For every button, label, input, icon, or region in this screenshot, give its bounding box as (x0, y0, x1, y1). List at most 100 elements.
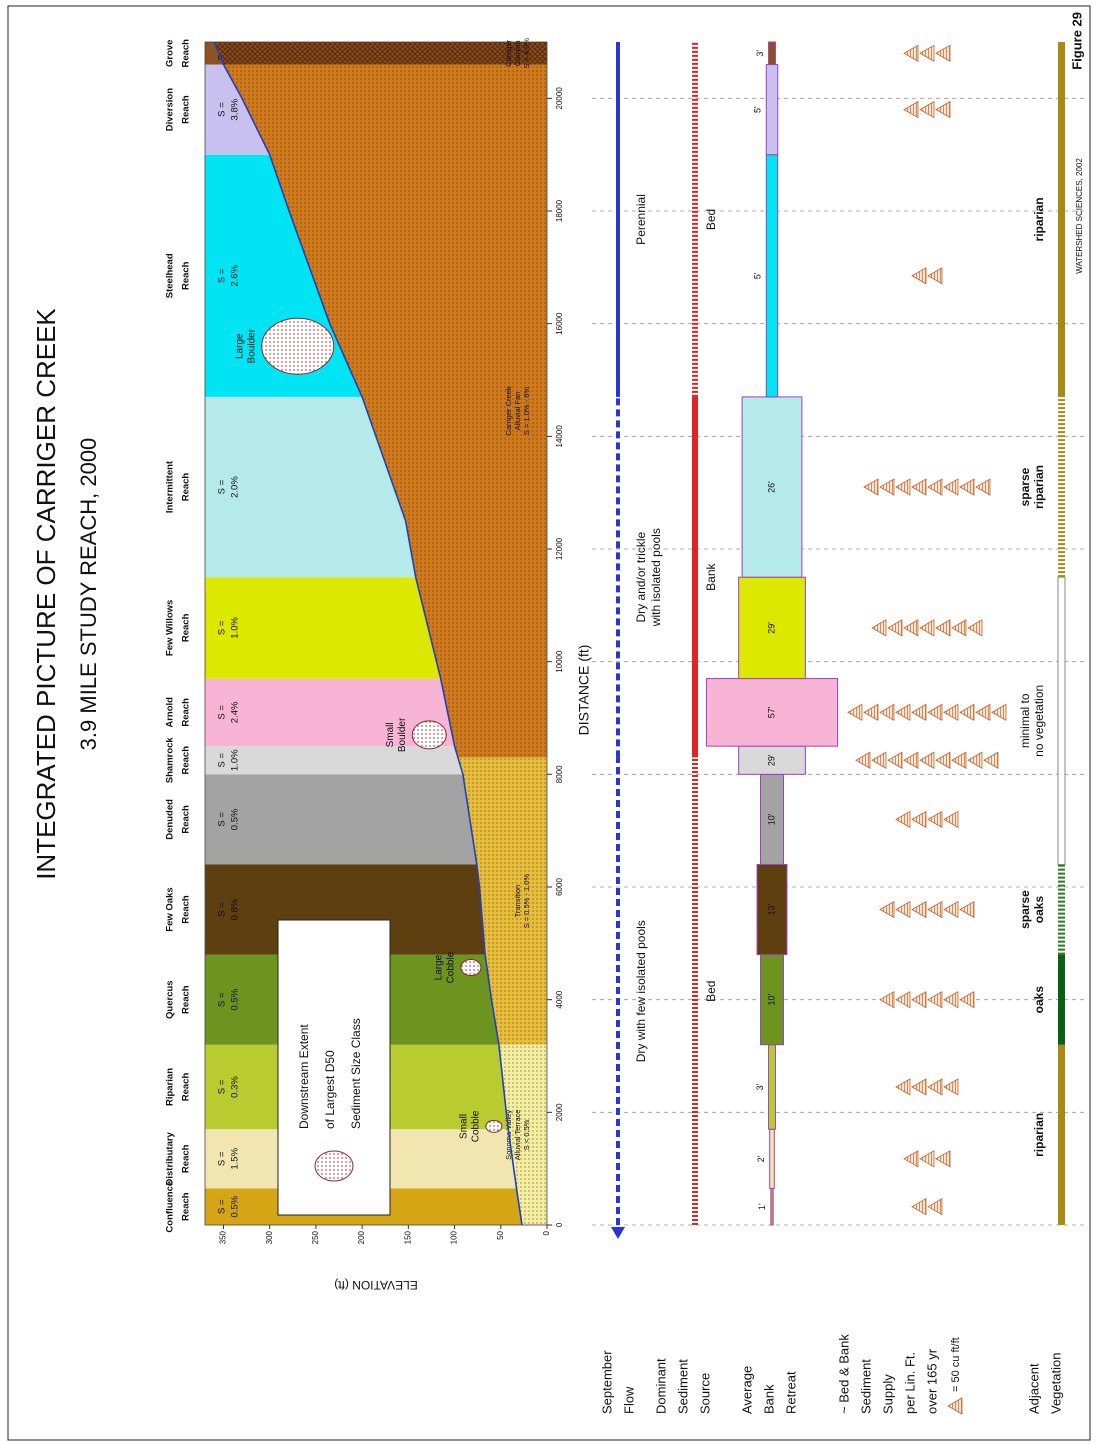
bank-retreat-label: 5' (753, 106, 763, 113)
supply-triangle (911, 703, 927, 722)
supply-triangle (847, 703, 863, 722)
reach-slope: S = (217, 753, 228, 768)
supply-triangle (903, 751, 919, 769)
reach-band (205, 42, 224, 65)
supply-triangle (911, 478, 927, 496)
reach-slope: 0.5% (230, 1195, 241, 1217)
size-class-label: Boulder (397, 717, 408, 752)
size-class-marker (460, 959, 482, 977)
source-label: Bank (704, 562, 718, 590)
x-tick-label: 14000 (555, 425, 564, 448)
supply-triangle (943, 810, 959, 829)
y-tick-label: 250 (311, 1230, 320, 1244)
bank-retreat-label: 1' (757, 1203, 767, 1210)
reach-name: Riparian (165, 1068, 176, 1106)
reach-name: Diversion (165, 88, 176, 131)
x-tick-label: 2000 (555, 1103, 564, 1121)
bank-retreat-bar (765, 154, 779, 398)
sediment-supply-group (847, 703, 1007, 722)
vegetation-label: sparse (1018, 890, 1032, 929)
reach-slope: 1.0% (230, 749, 241, 771)
geology-label: S = 1.0% - 6% (522, 387, 531, 435)
title: INTEGRATED PICTURE OF CARRIGER CREEK (31, 308, 61, 880)
frame (7, 5, 1091, 1441)
y-tick-label: 200 (357, 1230, 366, 1244)
geology-texture (457, 757, 547, 1045)
y-tick-label: 300 (265, 1230, 274, 1244)
row-label: Sediment (858, 1359, 873, 1414)
reach-slope: 0.3% (230, 1076, 241, 1098)
reach-slope: S = (217, 268, 228, 283)
supply-triangle (911, 1198, 927, 1216)
reach-slope: 0.8% (230, 898, 241, 920)
geology-label: Carriger (504, 39, 513, 67)
size-class-label: Cobble (446, 951, 457, 983)
sediment-supply-group (903, 1150, 951, 1168)
size-legend-text: Downstream Extent (297, 1024, 311, 1129)
vegetation-label: oaks (1032, 986, 1046, 1014)
supply-triangle (943, 990, 959, 1009)
x-tick-label: 6000 (555, 878, 564, 896)
profile-line (213, 41, 523, 1226)
reach-name: Intermittent (165, 460, 176, 513)
geology-label: Carriger Creek (504, 386, 513, 435)
supply-triangle (943, 900, 959, 919)
supply-triangle (871, 751, 887, 769)
supply-legend-symbol (947, 1397, 963, 1415)
supply-triangle (879, 478, 895, 496)
supply-triangle (911, 1078, 927, 1096)
supply-triangle (927, 810, 943, 829)
supply-triangle (855, 751, 871, 769)
reach-name: Arnold (165, 697, 176, 728)
bank-retreat-label: 5' (753, 272, 763, 279)
supply-triangle (959, 703, 975, 722)
sediment-supply-group (911, 1198, 943, 1216)
supply-triangle (919, 100, 935, 119)
supply-triangle (935, 44, 951, 62)
reach-name: Confluence (165, 1181, 176, 1233)
supply-triangle (879, 990, 895, 1009)
geology-label: S > 4.0% (522, 38, 531, 69)
supply-triangle (943, 478, 959, 496)
geology-label: Alluvial Fan (513, 392, 522, 431)
reach-name: Reach (181, 95, 192, 124)
reach-name: Reach (181, 746, 192, 775)
reach-name: Denuded (165, 799, 176, 840)
reach-name: Reach (181, 985, 192, 1014)
reach-name: Reach (181, 698, 192, 727)
supply-triangle (951, 751, 967, 769)
y-tick-label: 50 (496, 1230, 505, 1239)
supply-triangle (935, 1150, 951, 1168)
supply-triangle (943, 703, 959, 722)
supply-triangle (863, 478, 879, 496)
geology-texture (498, 1044, 547, 1225)
supply-triangle (927, 267, 943, 285)
supply-triangle (935, 751, 951, 769)
figure-body: INTEGRATED PICTURE OF CARRIGER CREEK 3.9 … (7, 5, 1091, 1441)
supply-triangle (967, 619, 983, 637)
sediment-supply-group (871, 619, 983, 637)
supply-triangle (903, 619, 919, 637)
reach-slope: S = (217, 705, 228, 720)
x-tick-label: 12000 (555, 537, 564, 560)
sediment-supply-group (903, 100, 951, 119)
x-axis-title: DISTANCE (ft) (576, 645, 592, 736)
reach-slope: S = (217, 902, 228, 917)
reach-name: Reach (181, 1144, 192, 1173)
reach-name: Distributary (165, 1131, 176, 1185)
bank-retreat-bar (768, 1044, 776, 1130)
supply-triangle (887, 751, 903, 769)
row-label: September (599, 1350, 614, 1414)
supply-triangle (911, 900, 927, 919)
row-label: Dominant (653, 1358, 668, 1414)
row-label: Source (697, 1373, 712, 1414)
supply-triangle (903, 1150, 919, 1168)
supply-triangle (895, 1078, 911, 1096)
vegetation-label: riparian (1032, 465, 1046, 509)
size-legend-box (277, 919, 391, 1216)
bank-retreat-bar (769, 1128, 775, 1189)
supply-triangle (943, 1078, 959, 1096)
x-tick-label: 18000 (555, 199, 564, 222)
